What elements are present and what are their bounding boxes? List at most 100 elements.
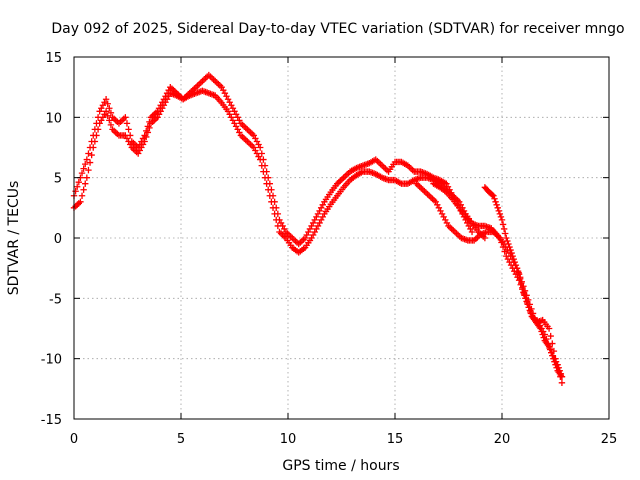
data-point [550, 355, 557, 362]
data-point [263, 180, 270, 187]
chart-title: Day 092 of 2025, Sidereal Day-to-day VTE… [51, 21, 624, 37]
data-point [537, 325, 544, 332]
x-tick-label: 5 [177, 432, 185, 447]
data-point [266, 192, 274, 199]
data-point [491, 195, 498, 202]
y-tick-label: 0 [54, 232, 62, 247]
data-point [545, 325, 553, 332]
data-point [539, 331, 546, 338]
data-point [509, 252, 516, 260]
data-point [547, 332, 554, 340]
data-point [122, 114, 129, 121]
data-point [144, 129, 152, 136]
data-point [83, 174, 91, 181]
y-tick-label: -5 [49, 292, 62, 307]
data-point [268, 198, 275, 205]
data-point [78, 192, 86, 199]
data-point [125, 126, 132, 133]
data-point [558, 373, 566, 380]
x-tick-label: 10 [280, 432, 297, 447]
data-point [82, 180, 89, 187]
data-point [80, 186, 87, 193]
series-track-3 [413, 180, 566, 380]
data-point [265, 186, 272, 193]
data-point [489, 191, 496, 199]
data-point [258, 162, 265, 169]
data-point [256, 144, 264, 151]
data-point [102, 96, 110, 103]
data-point [82, 160, 89, 168]
data-point [269, 204, 277, 212]
x-tick-label: 0 [70, 432, 78, 447]
data-point [90, 144, 97, 151]
data-points [70, 71, 566, 386]
data-point [502, 230, 509, 237]
data-point [468, 228, 476, 236]
data-point [505, 240, 512, 248]
data-point [141, 138, 148, 145]
data-point [104, 112, 111, 120]
data-point [75, 178, 83, 186]
y-tick-label: -10 [41, 353, 62, 368]
data-point [520, 289, 527, 296]
x-tick-label: 25 [601, 432, 618, 447]
series-track-5 [481, 184, 566, 380]
data-point [512, 261, 520, 269]
data-point [498, 216, 506, 224]
data-point [549, 340, 556, 347]
data-point [93, 132, 100, 139]
data-point [80, 165, 87, 172]
y-tick-label: -15 [41, 413, 62, 428]
data-point [558, 379, 566, 386]
x-tick-label: 15 [387, 432, 404, 447]
data-point [500, 225, 508, 233]
data-point [492, 198, 499, 205]
data-point [521, 292, 528, 299]
data-point [503, 234, 510, 242]
data-point [540, 334, 547, 341]
data-point [481, 234, 489, 242]
data-point [499, 221, 507, 228]
data-point [546, 346, 554, 353]
data-point [495, 207, 502, 215]
data-point [85, 150, 92, 157]
data-point [549, 352, 556, 359]
data-point [78, 169, 86, 177]
data-point [74, 183, 81, 190]
data-point [86, 159, 94, 166]
data-point [545, 343, 553, 350]
data-point [77, 198, 84, 205]
data-point [85, 166, 92, 174]
y-tick-label: 10 [45, 111, 62, 126]
data-point [497, 213, 505, 221]
data-point [514, 267, 522, 275]
data-point [524, 301, 531, 308]
x-tick-label: 20 [494, 432, 511, 447]
y-axis-label: SDTVAR / TECUs [6, 181, 22, 296]
data-point [107, 121, 115, 129]
data-point [88, 151, 95, 159]
data-point [515, 271, 523, 278]
data-point [511, 258, 519, 266]
data-point [94, 126, 102, 133]
data-point [261, 174, 269, 181]
data-point [523, 298, 530, 305]
data-point [538, 328, 545, 335]
data-point [551, 358, 558, 365]
y-tick-label: 5 [54, 172, 62, 187]
data-point [508, 249, 515, 257]
data-point [102, 108, 110, 115]
data-point [525, 304, 532, 311]
data-point [256, 156, 264, 163]
data-point [552, 361, 559, 368]
data-point [519, 284, 526, 291]
data-point [526, 307, 534, 314]
data-point [104, 100, 111, 107]
data-point [273, 216, 280, 224]
data-point [494, 204, 501, 212]
series-track-1 [70, 71, 476, 248]
data-point [516, 275, 524, 282]
data-point [107, 109, 115, 117]
data-point [510, 255, 517, 263]
